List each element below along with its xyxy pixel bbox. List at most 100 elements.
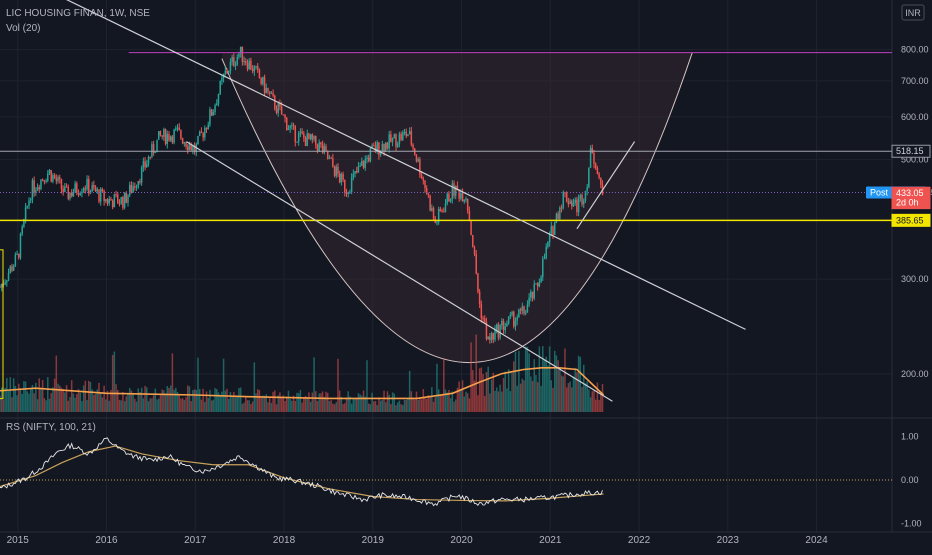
volume-bar [163,390,165,412]
volume-bar [277,395,279,412]
volume-bar [441,394,443,412]
price-badge[interactable] [891,144,931,158]
currency-label[interactable]: INR [905,8,921,18]
candle-body [311,134,314,140]
volume-bar [361,395,363,412]
volume-bar [236,396,239,412]
candle-body [547,242,549,247]
volume-bar [390,404,392,412]
volume-bar [117,389,119,412]
candle-body [473,247,476,254]
volume-bar [14,385,17,412]
candle-body [565,192,568,202]
volume-bar [99,393,102,412]
currency-box[interactable] [901,4,925,21]
volume-bar [219,394,221,412]
candle-body [159,131,162,136]
volume-bar [2,399,5,412]
candle-body [444,203,447,212]
candle-body [216,103,218,106]
volume-bar [388,394,390,412]
volume-bar [28,393,30,412]
volume-bar [233,391,235,412]
symbol-title[interactable]: LIC HOUSING FINAN, 1W, NSE [6,8,150,19]
candle-body [287,128,290,131]
y-tick-label: 600.00 [901,112,929,122]
volume-bar [439,395,442,412]
volume-bar [178,394,180,412]
rs-indicator-label[interactable]: RS (NIFTY, 100, 21) [6,422,96,433]
candle-body [412,144,414,149]
candle-body [576,199,578,213]
price-badge[interactable] [891,196,931,210]
candle-body [284,114,286,118]
volume-bar [132,392,134,412]
volume-bar [222,358,225,412]
volume-bar [279,392,281,412]
volume-bar [437,389,440,412]
candle-body [466,198,469,211]
volume-bar [190,401,192,412]
candle-body [18,253,20,258]
candle-body [320,142,322,145]
volume-bar [299,389,302,412]
volume-bar [195,389,198,412]
volume-bar [516,385,518,412]
drawing-rectangle[interactable] [0,249,4,400]
volume-bar [53,378,56,412]
candle-body [163,129,165,137]
candle-body [106,199,109,204]
volume-bar [362,390,365,412]
volume-bar [565,387,568,412]
candle-body [45,180,47,182]
volume-bar [88,380,90,412]
trendline-upper-downtrend[interactable] [62,0,746,330]
volume-bar [140,387,143,412]
candle-body [118,203,121,205]
candle-body [28,200,30,206]
volume-bar [146,387,148,412]
candle-body [513,311,515,327]
volume-bar [337,358,339,412]
candle-body [117,194,119,204]
candle-body [187,146,189,150]
candle-body [234,64,237,66]
volume-bar [410,391,413,412]
candle-body [299,131,302,133]
candle-body [173,129,175,143]
candle-body [142,161,145,168]
volume-bar [48,398,51,412]
volume-bar [466,393,469,412]
candle-body [528,297,530,305]
candle-body [207,124,209,130]
volume-bar [161,389,163,412]
candle-body [425,188,428,195]
candle-body [333,166,336,176]
volume-bar [120,400,122,412]
candle-body [490,333,493,340]
candle-body [509,314,512,317]
candle-body [352,173,355,178]
trendline-neckline-rise[interactable] [576,141,636,230]
candle-body [470,220,472,236]
candle-body [209,109,211,125]
volume-bar [268,396,271,412]
candle-body [33,180,35,193]
volume-bar [246,400,249,412]
candle-body [55,178,58,182]
candle-body [502,320,505,331]
candle-body [499,325,501,338]
candle-body [110,198,112,201]
volume-bar [60,387,63,412]
price-badge[interactable] [891,213,931,227]
volume-bar [311,392,314,412]
volume-bar [79,392,81,412]
candle-body [477,273,479,292]
trendline-lower-downtrend[interactable] [186,141,613,402]
candle-body [315,135,317,145]
volume-bar [344,403,346,412]
volume-indicator-label[interactable]: Vol (20) [6,23,40,34]
volume-bar [320,393,322,412]
